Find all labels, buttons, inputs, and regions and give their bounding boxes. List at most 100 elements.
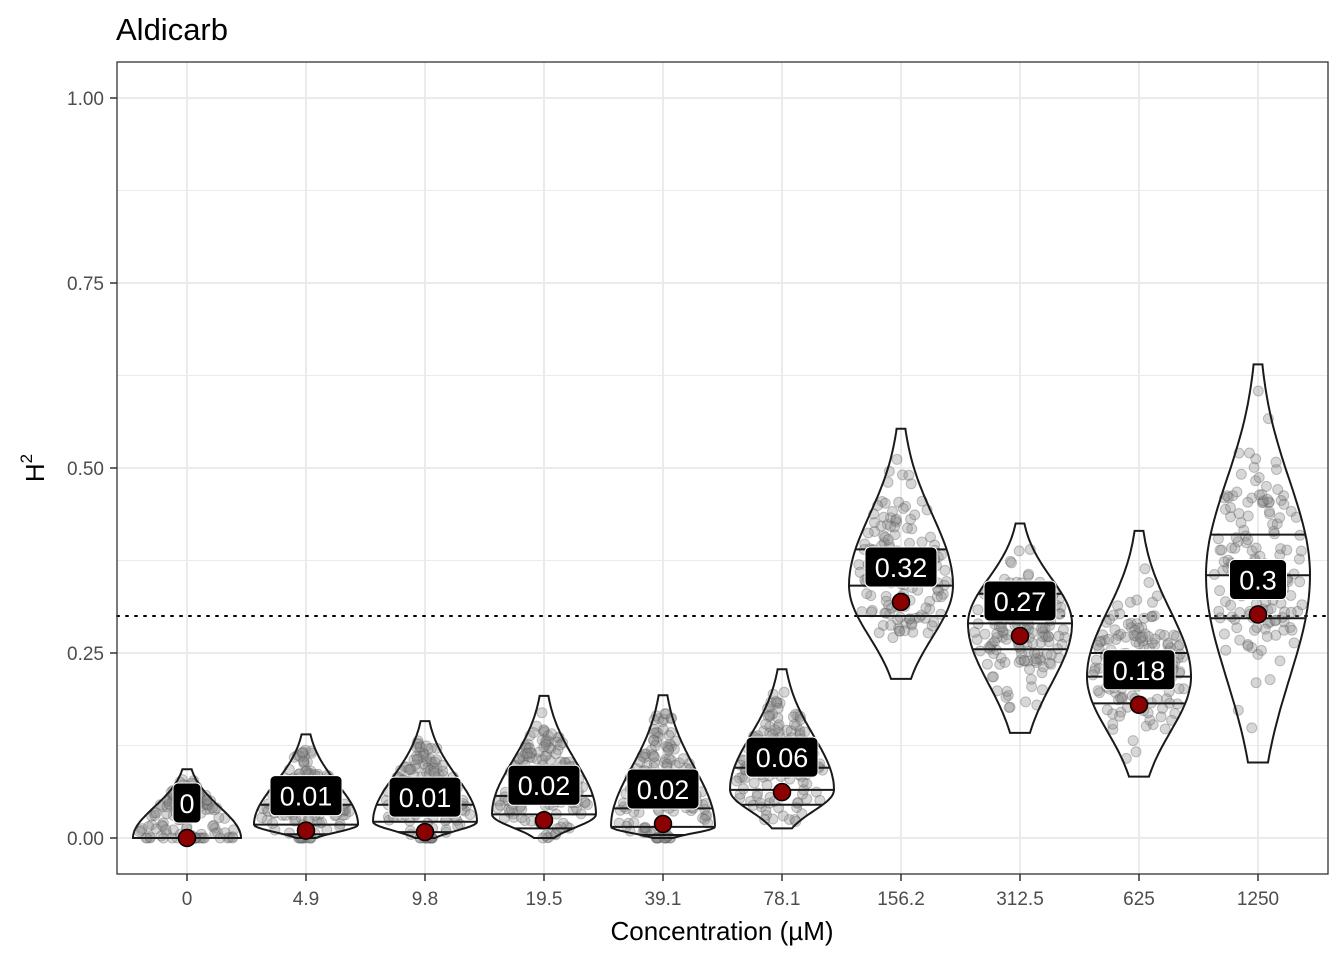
data-point <box>525 747 537 759</box>
violins <box>132 363 1312 848</box>
data-point <box>639 749 651 760</box>
data-point <box>538 724 550 736</box>
data-point <box>425 764 436 776</box>
data-point <box>1004 701 1016 713</box>
data-point <box>167 824 179 836</box>
x-tick-label: 4.9 <box>293 889 319 910</box>
data-point <box>297 746 309 758</box>
data-point <box>1122 618 1134 630</box>
data-point <box>298 755 309 767</box>
data-point <box>907 626 919 638</box>
x-tick-label: 156.2 <box>877 889 925 910</box>
x-tick-label: 9.8 <box>412 889 438 910</box>
data-point <box>657 724 669 735</box>
data-point <box>219 812 231 824</box>
data-point <box>777 810 789 822</box>
data-point <box>648 757 660 769</box>
data-point <box>995 652 1007 664</box>
mean-point <box>1010 626 1030 646</box>
data-point <box>937 588 949 600</box>
data-point <box>1274 512 1286 524</box>
data-point <box>425 742 437 754</box>
data-point <box>431 762 443 774</box>
data-point <box>297 747 308 759</box>
data-point <box>1045 658 1057 670</box>
data-point <box>536 734 548 746</box>
data-point <box>202 799 214 811</box>
x-tick-label: 1250 <box>1237 889 1279 910</box>
data-point <box>890 513 902 525</box>
mean-label-text: 0.01 <box>280 782 333 812</box>
data-point <box>734 772 745 784</box>
data-point <box>208 819 220 831</box>
data-point <box>887 505 898 517</box>
data-point <box>401 761 413 773</box>
data-point <box>150 823 162 835</box>
data-point <box>1057 624 1069 636</box>
data-point <box>1146 610 1158 622</box>
data-point <box>1024 663 1035 675</box>
data-point <box>931 591 943 603</box>
data-point <box>420 740 432 752</box>
data-point <box>1235 468 1247 480</box>
data-point <box>774 697 786 709</box>
data-point <box>659 708 671 720</box>
mean-point <box>772 782 792 802</box>
data-point <box>301 756 313 768</box>
data-point <box>1037 631 1049 643</box>
mean-point <box>177 828 197 848</box>
data-point <box>873 627 885 639</box>
data-point <box>922 627 934 639</box>
data-point <box>658 713 670 725</box>
data-point <box>889 521 900 533</box>
data-point <box>914 611 925 623</box>
data-point <box>411 762 422 774</box>
data-point <box>519 747 531 759</box>
data-point <box>758 725 770 737</box>
data-point <box>764 721 776 733</box>
data-point <box>648 727 660 739</box>
data-point <box>464 809 476 820</box>
data-point <box>1285 606 1297 618</box>
data-point <box>160 824 172 836</box>
data-point <box>760 718 772 730</box>
data-point <box>149 809 161 821</box>
data-point <box>1285 590 1297 601</box>
data-point <box>1103 633 1115 645</box>
data-point <box>875 520 887 532</box>
data-point <box>436 759 448 771</box>
data-point <box>1295 545 1307 557</box>
data-point <box>1035 654 1046 666</box>
data-point <box>731 775 743 787</box>
data-point <box>770 695 782 707</box>
data-point <box>206 802 218 814</box>
data-point <box>900 500 912 512</box>
mean-label-text: 0.02 <box>518 771 571 801</box>
data-point <box>1155 711 1167 723</box>
data-point <box>1000 691 1012 703</box>
data-point <box>900 617 912 629</box>
y-axis-title: H2 <box>17 454 50 482</box>
data-point <box>545 743 557 755</box>
data-point <box>991 628 1003 640</box>
data-point <box>983 642 995 653</box>
data-point <box>761 779 773 791</box>
data-point <box>1001 685 1013 697</box>
mean-label-text: 0.32 <box>875 553 928 583</box>
data-point <box>1226 611 1238 623</box>
data-point <box>737 771 748 783</box>
data-point <box>517 751 529 762</box>
data-point <box>892 614 904 626</box>
data-point <box>663 743 675 755</box>
data-point <box>411 750 423 762</box>
data-point <box>421 753 433 765</box>
y-tick-label: 0.00 <box>67 829 104 850</box>
data-point <box>531 753 543 765</box>
data-point <box>414 741 426 753</box>
data-point <box>889 515 901 526</box>
data-point <box>1020 696 1032 708</box>
data-point <box>648 735 660 746</box>
data-point <box>652 727 664 739</box>
data-point <box>1225 502 1236 513</box>
data-point <box>1255 644 1267 656</box>
